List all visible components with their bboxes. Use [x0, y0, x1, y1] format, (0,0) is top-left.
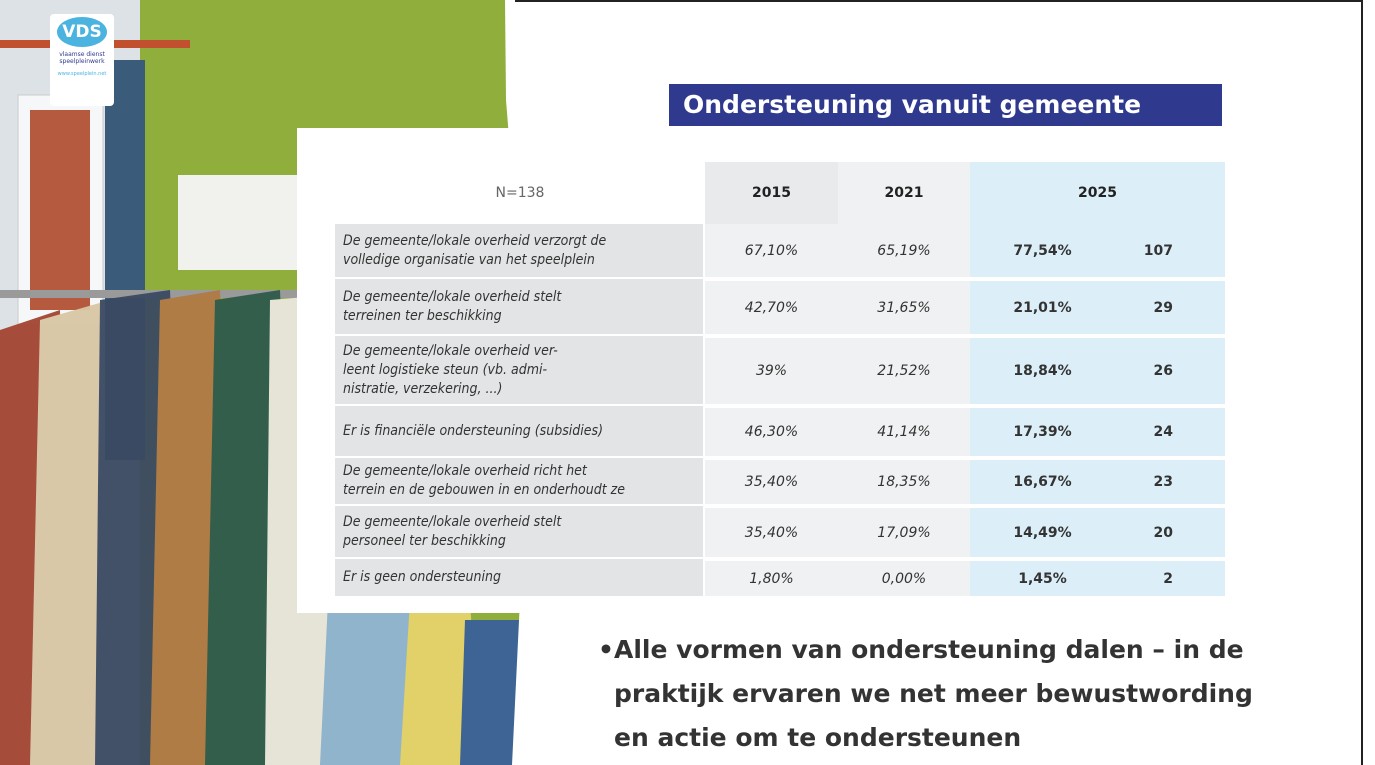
logo-name-line: vlaamse dienst	[50, 51, 114, 58]
row-label: Er is financiële ondersteuning (subsidie…	[335, 406, 703, 456]
logo-mark: VDS	[57, 17, 107, 47]
table-cell: 23	[1115, 458, 1225, 504]
table-cell: 0,00%	[838, 559, 970, 596]
logo-url: www.speelplein.net	[50, 71, 114, 77]
row-label-line: leent logistieke steun (vb. admi-	[335, 361, 547, 380]
table-cell: 31,65%	[838, 279, 970, 334]
logo-name: vlaamse dienst speelpleinwerk	[50, 51, 114, 65]
row-label-line: terreinen ter beschikking	[335, 307, 502, 326]
row-label-line: De gemeente/lokale overheid stelt	[335, 288, 561, 307]
row-label-line: Er is geen ondersteuning	[335, 568, 501, 587]
bullet: • Alle vormen van ondersteuning dalen – …	[614, 628, 1253, 760]
bullet-dot: •	[598, 628, 614, 672]
header-cell: N=138	[335, 162, 705, 224]
row-label-line: De gemeente/lokale overheid verzorgt de	[335, 232, 606, 251]
table-cell: 21,52%	[838, 336, 970, 404]
header-cell: 2015	[705, 162, 838, 224]
table-cell: 107	[1115, 224, 1225, 277]
logo: VDS vlaamse dienst speelpleinwerk www.sp…	[50, 14, 114, 106]
frame	[515, 0, 1362, 2]
logo-name-line: speelpleinwerk	[50, 58, 114, 65]
slide-title: Ondersteuning vanuit gemeente	[669, 84, 1222, 126]
row-label: Er is geen ondersteuning	[335, 559, 703, 596]
row-label-line: De gemeente/lokale overheid ver-	[335, 342, 558, 361]
row-label-line: personeel ter beschikking	[335, 532, 506, 551]
table-cell: 39%	[705, 336, 838, 404]
table-cell: 46,30%	[705, 406, 838, 456]
table-cell: 35,40%	[705, 506, 838, 557]
table-cell: 29	[1115, 279, 1225, 334]
bullet-line: praktijk ervaren we net meer bewustwordi…	[614, 672, 1253, 716]
row-label-line: nistratie, verzekering, ...)	[335, 380, 502, 399]
table-cell: 21,01%	[970, 279, 1115, 334]
table-cell: 35,40%	[705, 458, 838, 504]
table-cell: 20	[1115, 506, 1225, 557]
table-cell: 17,09%	[838, 506, 970, 557]
bullet-line: Alle vormen van ondersteuning dalen – in…	[614, 628, 1253, 672]
bullet-line: en actie om te ondersteunen	[614, 716, 1253, 760]
frame	[1361, 0, 1363, 765]
table-cell: 42,70%	[705, 279, 838, 334]
table-cell: 16,67%	[970, 458, 1115, 504]
table-cell: 18,35%	[838, 458, 970, 504]
row-label-line: De gemeente/lokale overheid stelt	[335, 513, 561, 532]
table-cell: 1,45%	[970, 559, 1115, 596]
row-label-line: terrein en de gebouwen in en onderhoudt …	[335, 481, 625, 500]
table-cell: 65,19%	[838, 224, 970, 277]
row-label-line: De gemeente/lokale overheid richt het	[335, 462, 587, 481]
table-cell: 24	[1115, 406, 1225, 456]
table-cell: 1,80%	[705, 559, 838, 596]
row-label-line: volledige organisatie van het speelplein	[335, 251, 595, 270]
table-cell: 26	[1115, 336, 1225, 404]
table-cell: 17,39%	[970, 406, 1115, 456]
header-cell: 2021	[838, 162, 970, 224]
table-cell: 41,14%	[838, 406, 970, 456]
table-cell: 18,84%	[970, 336, 1115, 404]
table-cell: 67,10%	[705, 224, 838, 277]
table-cell: 77,54%	[970, 224, 1115, 277]
row-label-line: Er is financiële ondersteuning (subsidie…	[335, 422, 603, 441]
header-cell: 2025	[970, 162, 1225, 224]
table-cell: 2	[1115, 559, 1225, 596]
row-label: De gemeente/lokale overheid ver-leent lo…	[335, 336, 703, 404]
slide: VDS vlaamse dienst speelpleinwerk www.sp…	[0, 0, 1375, 765]
table-cell: 14,49%	[970, 506, 1115, 557]
